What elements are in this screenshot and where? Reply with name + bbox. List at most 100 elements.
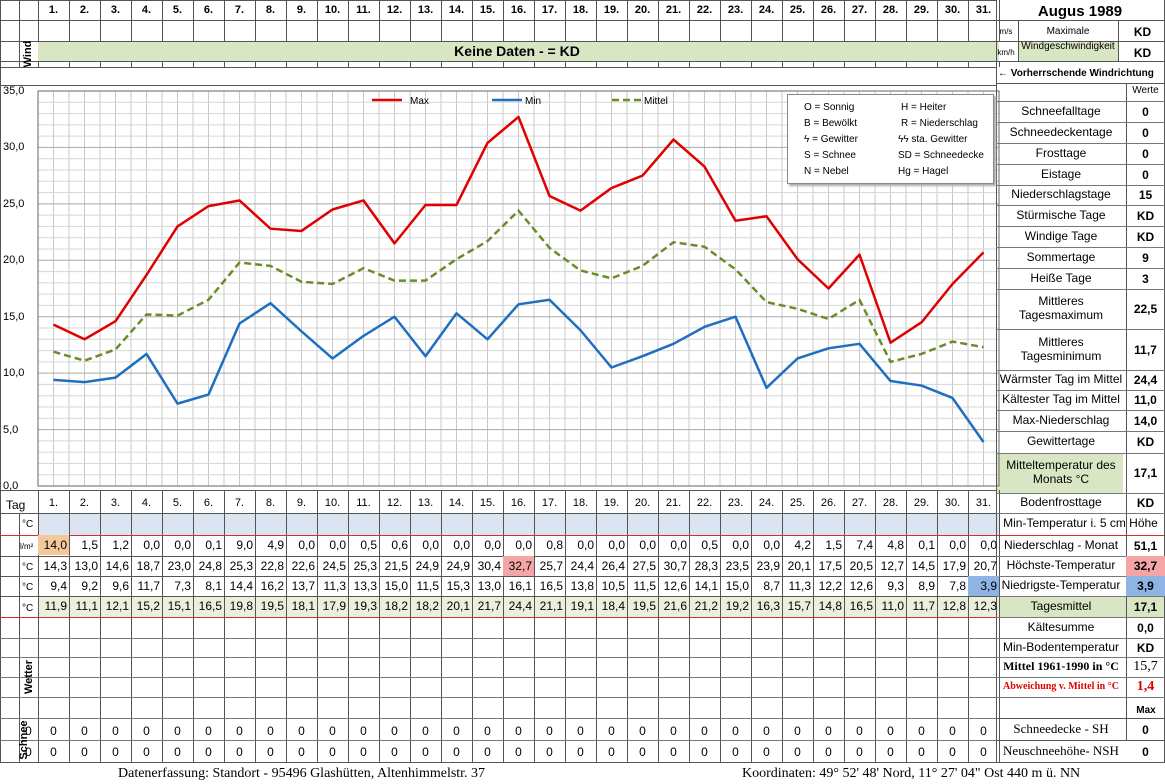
summary-value: 17,1: [1133, 599, 1158, 614]
day-header-table: 24.: [758, 497, 775, 509]
day-header-top: 1.: [48, 4, 59, 16]
wind-label: Wind: [22, 40, 34, 68]
snow-sh-cell: 0: [267, 724, 274, 738]
day-header-table: 5.: [172, 497, 183, 509]
unit-c-row4: °C: [22, 603, 34, 614]
table-cell-mean: 17,9: [322, 599, 346, 613]
summary-value: 0,0: [1137, 620, 1154, 635]
stat-label: Kältester Tag im Mittel: [1002, 392, 1120, 407]
table-cell-precip: 0,0: [980, 538, 997, 552]
day-header-table: 18.: [572, 497, 589, 509]
table-cell-min: 15,0: [384, 579, 408, 593]
day-header-table: 10.: [324, 497, 341, 509]
snow-sh-cell: 0: [608, 724, 615, 738]
symbol-legend-box: O = Sonnig H = Heiter B = Bewölkt R = Ni…: [787, 94, 994, 184]
snow-nsh-cell: 0: [174, 745, 181, 759]
stat-value: 14,0: [1133, 413, 1158, 428]
snow-nsh-cell: 0: [236, 745, 243, 759]
day-header-table: 14.: [448, 497, 465, 509]
mitteltemp-band: [996, 453, 1123, 493]
table-cell-precip: 9,0: [236, 538, 253, 552]
footer-location: Datenerfassung: Standort - 95496 Glashüt…: [118, 766, 486, 781]
snow-sh-cell: 0: [546, 724, 553, 738]
table-cell-min: 9,2: [81, 579, 98, 593]
stat-value: KD: [1136, 208, 1155, 223]
legend-item-schneedecke: SD = Schneedecke: [898, 150, 984, 161]
day-header-top: 31.: [975, 4, 992, 16]
table-cell-max: 17,9: [942, 559, 966, 573]
unit-ms: m/s: [999, 27, 1013, 36]
table-cell-precip: 0,0: [670, 538, 687, 552]
stat-label: Mitteltemperatur des Monats °C: [1006, 458, 1116, 486]
stat-label: Schneedeckentage: [1009, 124, 1113, 139]
day-header-top: 29.: [913, 4, 930, 16]
day-header-top: 5.: [172, 4, 183, 16]
stat-label: Gewittertage: [1026, 434, 1096, 449]
wind-band: [1018, 41, 1118, 61]
stat-value: 0: [1142, 104, 1149, 119]
max-wind-label: Maximale Windgeschwindigkeit: [1018, 24, 1118, 54]
day-header-top: 6.: [203, 4, 214, 16]
legend-label-min: Min: [525, 96, 541, 107]
table-cell-min: 13,3: [353, 579, 377, 593]
table-cell-max: 28,3: [694, 559, 718, 573]
snow-sh-cell: 0: [732, 724, 739, 738]
table-cell-min: 13,7: [291, 579, 315, 593]
unit-c-row3: °C: [22, 582, 34, 593]
stat-label: Windige Tage: [1024, 228, 1098, 243]
table-cell-min: 16,2: [260, 579, 284, 593]
table-cell-min: 11,3: [788, 579, 811, 593]
snow-nsh-cell: 0: [639, 745, 646, 759]
summary-label: Tagesmittel: [1030, 598, 1092, 613]
day-header-table: 6.: [203, 497, 214, 509]
table-cell-mean: 21,2: [694, 599, 718, 613]
summary-value: 3,9: [1126, 576, 1165, 596]
table-cell-min: 9,6: [112, 579, 129, 593]
table-cell-mean: 19,5: [260, 599, 284, 613]
stat-label: Eistage: [1040, 166, 1082, 181]
table-cell-precip: 1,5: [825, 538, 842, 552]
snow-sh-cell: 0: [329, 724, 336, 738]
day-header-top: 21.: [665, 4, 682, 16]
tag-label: Tag: [6, 498, 26, 512]
table-cell-max: 30,4: [477, 559, 501, 573]
stat-label: Stürmische Tage: [1016, 207, 1106, 222]
snow-sh-cell: 0: [81, 724, 88, 738]
snow-nsh-cell: 0: [732, 745, 739, 759]
y-tick-label: 10,0: [3, 367, 25, 380]
snow-nsh-cell: 0: [546, 745, 553, 759]
legend-item-sta-gewitter: ϟϟ sta. Gewitter: [898, 134, 968, 145]
table-cell-max: 14,6: [105, 559, 129, 573]
table-cell-mean: 18,4: [601, 599, 625, 613]
table-cell-mean: 18,1: [291, 599, 315, 613]
table-cell-min: 7,8: [949, 579, 966, 593]
legend-item-heiter: H = Heiter: [901, 102, 947, 113]
table-cell-min: 8,9: [918, 579, 935, 593]
table-cell-precip: 0,0: [453, 538, 470, 552]
table-cell-max: 13,0: [74, 559, 98, 573]
stat-value: 11,0: [1134, 393, 1157, 407]
day-header-top: 8.: [265, 4, 276, 16]
werte-label: Werte: [1132, 85, 1159, 96]
table-cell-precip: 0,6: [391, 538, 408, 552]
table-cell-mean: 19,1: [570, 599, 594, 613]
table-cell-max: 24,4: [570, 559, 594, 573]
table-cell-mean: 11,0: [881, 599, 904, 613]
legend-item-schnee: S = Schnee: [804, 150, 856, 161]
snow-sh-left: 0: [25, 724, 32, 738]
stat-label: Schneefalltage: [1021, 103, 1101, 118]
table-cell-max: 24,8: [198, 559, 222, 573]
table-cell-precip: 4,2: [794, 538, 811, 552]
y-tick-label: 25,0: [3, 197, 25, 210]
snow-nsh-cell: 0: [918, 745, 925, 759]
day-header-table: 3.: [110, 497, 121, 509]
day-header-top: 16.: [510, 4, 527, 16]
table-cell-mean: 11,7: [912, 599, 935, 613]
table-cell-mean: 24,4: [508, 599, 532, 613]
table-cell-min: 9,4: [50, 579, 67, 593]
table-cell-mean: 12,3: [973, 599, 997, 613]
legend-item-sonnig: O = Sonnig: [804, 102, 855, 113]
day-header-table: 11.: [356, 497, 371, 509]
stat-value: 0: [1142, 167, 1149, 182]
legend-item-bewoelkt: B = Bewölkt: [804, 118, 858, 129]
